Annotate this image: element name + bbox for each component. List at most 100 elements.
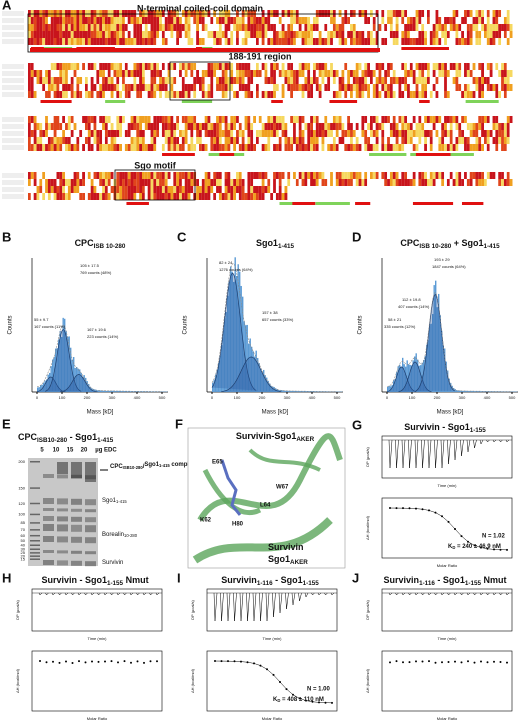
residue [270, 91, 274, 98]
residue [76, 91, 80, 98]
residue [506, 116, 510, 123]
residue [378, 38, 382, 45]
residue [238, 116, 242, 123]
residue [378, 137, 382, 144]
residue [53, 193, 57, 200]
residue [481, 84, 484, 91]
text-part: CPC [75, 238, 95, 248]
residue [432, 24, 436, 31]
residue [236, 123, 239, 130]
gauss-fit [221, 356, 282, 392]
residue [395, 63, 399, 70]
residue [164, 137, 168, 144]
residue [347, 84, 351, 91]
band [85, 509, 96, 513]
residue [318, 116, 322, 123]
residue [389, 10, 393, 17]
rich-text: Survivin - Sgo11-155 [404, 422, 486, 433]
text: 335 counts (12%) [384, 324, 416, 329]
residue [85, 10, 88, 17]
residue [73, 193, 77, 200]
residue [335, 172, 339, 179]
residue [301, 77, 305, 84]
residue [278, 130, 282, 137]
hist-bar [423, 360, 425, 392]
residue [250, 91, 254, 98]
residue [50, 77, 54, 84]
residue [324, 77, 328, 84]
residue [295, 123, 299, 130]
residue [409, 91, 413, 98]
residue [30, 172, 34, 179]
residue [469, 38, 473, 45]
titration-point [84, 661, 87, 664]
residue [221, 116, 225, 123]
hist-bar [128, 391, 130, 392]
residue [213, 193, 217, 200]
hist-bar [406, 360, 408, 392]
residue [65, 38, 68, 45]
residue [318, 70, 322, 77]
residue [62, 144, 66, 151]
residue [67, 91, 71, 98]
residue [196, 144, 199, 151]
residue [384, 70, 388, 77]
residue [444, 63, 447, 70]
residue [116, 70, 120, 77]
residue [449, 38, 453, 45]
text: H80 [232, 522, 244, 528]
residue [122, 116, 125, 123]
residue [53, 24, 57, 31]
residue [307, 116, 311, 123]
residue [147, 193, 151, 200]
residue [412, 77, 416, 84]
residue [330, 116, 333, 123]
residue [415, 84, 419, 91]
residue [224, 91, 228, 98]
residue [503, 31, 507, 38]
residue [207, 84, 211, 91]
residue [261, 130, 265, 137]
residue [466, 84, 470, 91]
residue [407, 38, 410, 45]
residue [164, 179, 168, 186]
subscript: 1-415 [159, 463, 170, 468]
injection-peak [453, 592, 458, 596]
residue [116, 31, 120, 38]
residue [293, 10, 296, 17]
residue [275, 24, 279, 31]
residue [62, 186, 66, 193]
residue [267, 179, 271, 186]
residue [284, 144, 288, 151]
residue [372, 38, 376, 45]
injection-peak [71, 592, 75, 596]
residue [76, 84, 80, 91]
residue [153, 130, 157, 137]
residue [327, 172, 331, 179]
residue [45, 137, 48, 144]
residue [144, 123, 148, 130]
residue [466, 31, 470, 38]
residue [79, 17, 83, 24]
residue [99, 77, 103, 84]
residue [449, 130, 453, 137]
residue [127, 116, 131, 123]
residue [179, 91, 182, 98]
hist-bar [53, 356, 55, 392]
residue [247, 31, 251, 38]
residue [39, 24, 43, 31]
injection-peak [123, 592, 127, 596]
residue [56, 91, 60, 98]
residue [495, 91, 499, 98]
residue [253, 172, 256, 179]
residue [93, 38, 97, 45]
residue [501, 84, 504, 91]
residue [127, 186, 131, 193]
residue [76, 10, 80, 17]
residue [401, 10, 405, 17]
residue [281, 77, 285, 84]
residue [273, 130, 276, 137]
band [85, 499, 96, 506]
residue [287, 10, 291, 17]
residue [153, 24, 157, 31]
